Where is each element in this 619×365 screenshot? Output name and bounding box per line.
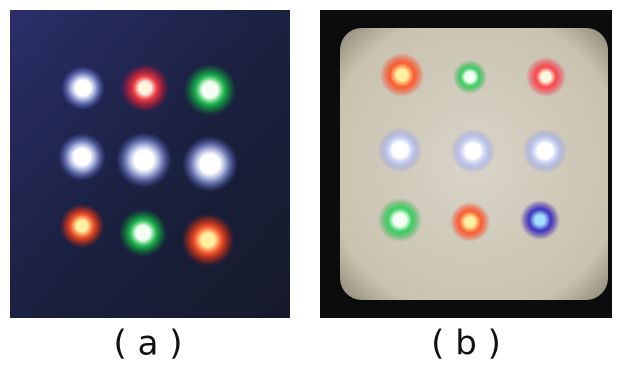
led: [60, 204, 104, 248]
figure: ( a ) ( b ): [0, 0, 619, 365]
led: [523, 129, 567, 173]
led: [182, 136, 238, 192]
led: [450, 202, 490, 242]
panel-b: [320, 10, 612, 318]
led: [453, 60, 487, 94]
led: [119, 209, 167, 257]
panel-a: [10, 10, 290, 318]
led: [526, 57, 566, 97]
led: [121, 64, 169, 112]
led: [520, 200, 560, 240]
panel-label: ( a ): [114, 324, 183, 364]
led: [378, 128, 422, 172]
panel-label: ( b ): [431, 324, 501, 364]
led: [380, 53, 424, 97]
led: [116, 132, 172, 188]
led: [61, 66, 105, 110]
led: [182, 214, 234, 266]
led: [184, 64, 236, 116]
led: [378, 198, 422, 242]
led: [58, 133, 106, 181]
led: [451, 129, 495, 173]
